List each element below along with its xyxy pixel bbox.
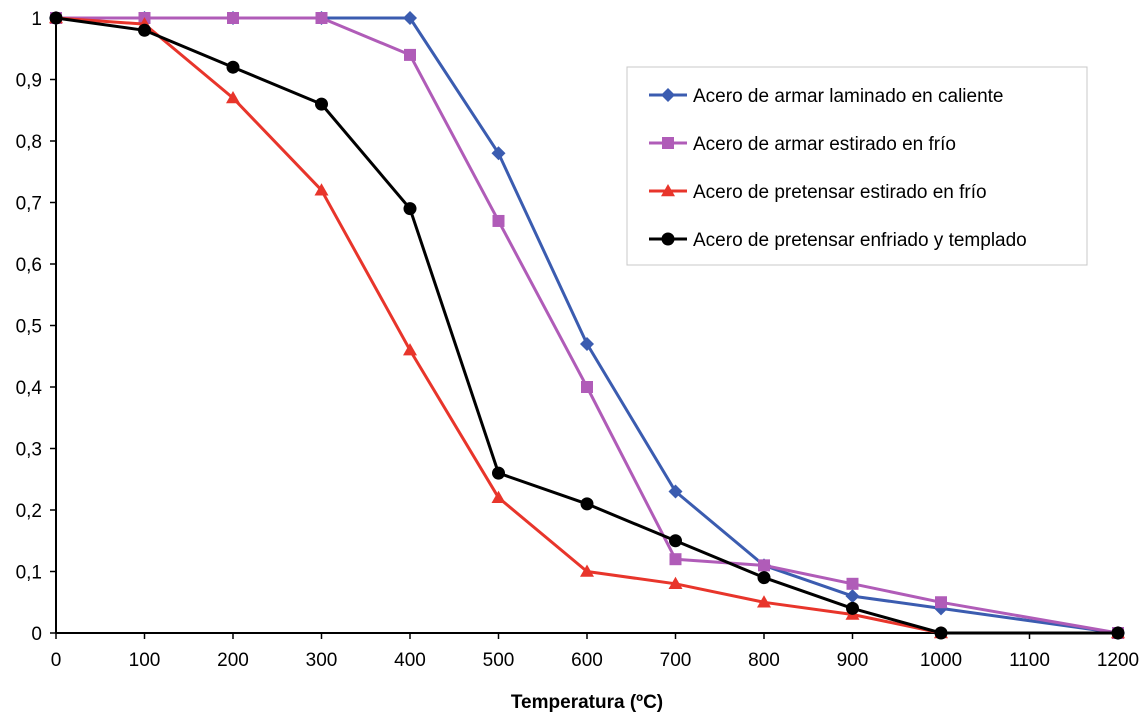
y-tick-label: 0,2	[16, 501, 42, 522]
series-layer	[49, 11, 1125, 640]
data-point	[935, 596, 947, 609]
x-tick-label: 800	[748, 650, 780, 671]
y-tick-label: 0,5	[16, 317, 42, 338]
x-tick-label: 1000	[920, 650, 962, 671]
y-tick-label: 0,6	[16, 255, 42, 276]
data-point	[315, 97, 328, 111]
y-tick-label: 0,8	[16, 132, 42, 153]
data-point	[669, 534, 682, 548]
x-tick-label: 1100	[1009, 650, 1050, 671]
legend-marker	[661, 184, 675, 197]
y-tick-label: 0	[31, 624, 42, 645]
legend-label: Acero de armar laminado en caliente	[693, 86, 1004, 107]
data-point	[403, 343, 417, 356]
x-axis-title: Temperatura (ºC)	[511, 692, 663, 713]
data-point	[846, 601, 859, 615]
data-point	[668, 576, 683, 590]
data-point	[668, 484, 683, 499]
data-point	[49, 11, 63, 25]
data-point	[845, 589, 860, 604]
data-point	[492, 214, 505, 227]
data-point	[581, 381, 593, 393]
legend-label: Acero de armar estirado en frío	[693, 134, 956, 155]
x-tick-label: 0	[51, 650, 62, 671]
data-point	[580, 497, 594, 511]
data-point	[580, 336, 594, 351]
data-point	[138, 23, 151, 37]
series-line	[56, 16, 1119, 635]
x-tick-label: 400	[394, 650, 426, 671]
data-point	[758, 559, 770, 572]
legend-item-1: Acero de armar laminado en caliente	[649, 86, 1004, 107]
axes: 0 0,1 0,2 0,3 0,4 0,5 0,6 0,7 0,8 0,9 1 0 100 200 300 4…	[16, 9, 1140, 671]
data-point	[226, 60, 240, 74]
x-tick-label: 1200	[1097, 650, 1139, 671]
x-tick-label: 900	[837, 650, 869, 671]
data-point	[403, 11, 417, 25]
data-point	[314, 183, 329, 196]
data-point	[934, 626, 948, 640]
data-point	[757, 595, 771, 608]
series-3	[49, 11, 1125, 639]
y-tick-label: 0,3	[16, 440, 42, 461]
legend: Acero de armar laminado en caliente Acero…	[626, 66, 1088, 266]
legend-label: Acero de pretensar estirado en frío	[693, 182, 987, 203]
x-tick-label: 700	[660, 650, 692, 671]
series-line	[55, 16, 1118, 635]
x-tick-label: 200	[217, 650, 249, 671]
data-point	[846, 577, 859, 590]
legend-marker	[661, 232, 675, 246]
legend-marker	[662, 137, 674, 149]
data-point	[669, 553, 682, 566]
data-point	[227, 12, 239, 24]
data-point	[404, 48, 416, 61]
data-point	[226, 90, 240, 104]
series-line	[55, 16, 1118, 635]
series-4	[49, 11, 1125, 640]
x-tick-label: 600	[571, 650, 603, 671]
y-tick-label: 0,1	[16, 563, 42, 584]
y-tick-label: 0,4	[16, 378, 43, 399]
legend-label: Acero de pretensar enfriado y templado	[693, 230, 1027, 251]
data-point	[491, 490, 506, 503]
legend-item-3: Acero de pretensar estirado en frío	[649, 182, 987, 203]
data-point	[580, 564, 594, 577]
x-tick-label: 500	[483, 650, 515, 671]
legend-item-4: Acero de pretensar enfriado y templado	[649, 230, 1027, 251]
data-point	[315, 12, 328, 24]
legend-box	[626, 66, 1088, 266]
y-tick-label: 0,7	[16, 194, 42, 215]
data-point	[492, 466, 505, 480]
x-tick-label: 100	[129, 650, 161, 671]
legend-marker	[661, 88, 675, 102]
y-tick-label: 1	[31, 9, 42, 30]
data-point	[403, 202, 417, 216]
y-tick-label: 0,9	[16, 71, 42, 92]
data-point	[757, 571, 771, 585]
legend-item-2: Acero de armar estirado en frío	[649, 134, 956, 155]
data-point	[1111, 626, 1125, 640]
x-tick-label: 300	[306, 650, 338, 671]
data-point	[491, 146, 506, 161]
